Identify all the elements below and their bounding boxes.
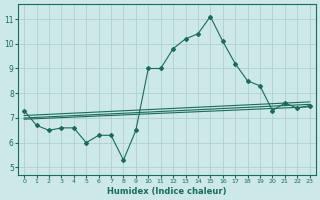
- X-axis label: Humidex (Indice chaleur): Humidex (Indice chaleur): [107, 187, 227, 196]
